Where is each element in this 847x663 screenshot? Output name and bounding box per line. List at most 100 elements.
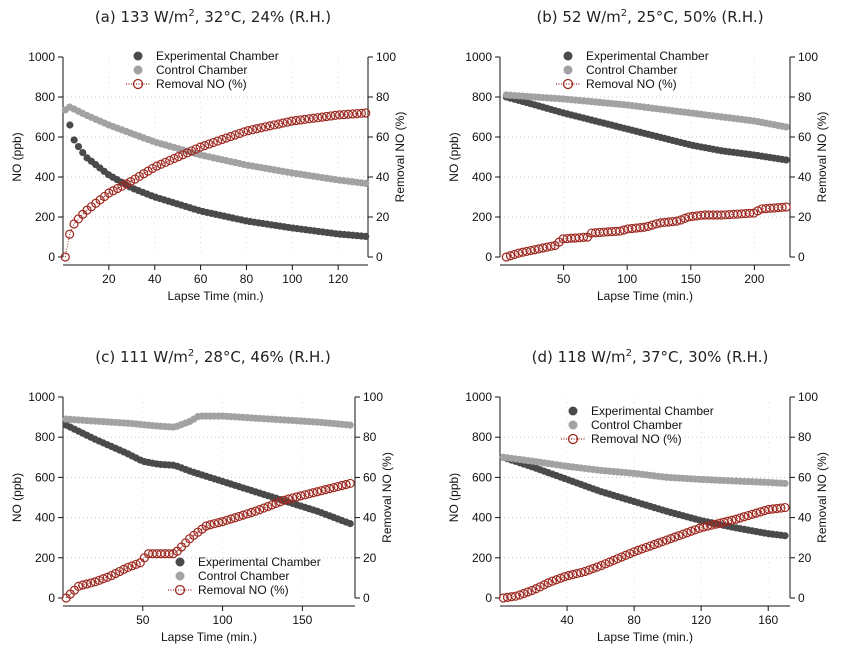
data-point — [230, 130, 240, 140]
data-point — [246, 507, 257, 518]
data-point — [222, 515, 232, 525]
data-point — [735, 513, 745, 523]
y2-tick-label: 0 — [798, 250, 805, 264]
data-point — [208, 137, 218, 148]
data-point — [352, 109, 362, 119]
data-point — [782, 123, 790, 131]
data-point — [649, 539, 659, 550]
data-point — [165, 155, 175, 166]
y2-tick-label: 0 — [376, 250, 383, 264]
y-tick-label: 200 — [35, 210, 55, 224]
data-point — [604, 557, 615, 567]
data-point — [706, 520, 717, 530]
x-tick-label: 20 — [102, 272, 116, 286]
legend-label: Experimental Chamber — [156, 49, 279, 63]
data-point — [304, 114, 314, 124]
data-point — [213, 136, 223, 146]
data-point — [356, 108, 366, 118]
y2-tick-label: 20 — [376, 210, 390, 224]
data-point — [743, 510, 753, 521]
data-point — [637, 544, 647, 554]
data-point — [633, 545, 643, 555]
data-point — [643, 221, 653, 231]
y-axis-label: NO (ppb) — [447, 132, 461, 181]
data-point — [283, 494, 294, 504]
data-point — [320, 485, 331, 495]
y2-tick-label: 100 — [798, 390, 818, 404]
data-point — [647, 220, 657, 230]
data-point — [568, 569, 578, 580]
y2-tick-label: 100 — [363, 390, 383, 404]
data-point — [686, 526, 696, 536]
y-tick-label: 200 — [472, 551, 492, 565]
y-tick-label: 200 — [35, 551, 55, 565]
data-point — [509, 249, 520, 260]
legend-marker — [568, 420, 578, 430]
chart-title-rest: , 37°C, 30% (R.H.) — [632, 348, 768, 366]
chart-title: (c) 111 W/m2, 28°C, 46% (R.H.) — [95, 348, 330, 366]
data-point — [104, 188, 114, 198]
data-point — [238, 510, 248, 520]
series-experimental-chamber — [502, 93, 790, 164]
data-point — [698, 522, 708, 532]
x-tick-label: 50 — [557, 272, 571, 286]
removal-line — [65, 482, 351, 599]
data-point — [578, 232, 589, 243]
x-tick-label: 80 — [240, 272, 254, 286]
series-control-chamber — [62, 412, 354, 431]
data-point — [60, 252, 70, 262]
y-tick-label: 1000 — [28, 390, 55, 404]
data-point — [308, 488, 318, 498]
data-point — [515, 590, 525, 600]
data-point — [362, 179, 370, 187]
data-point — [702, 521, 713, 531]
y2-axis-label: Removal NO (%) — [380, 452, 394, 543]
data-point — [662, 535, 672, 545]
data-point — [523, 587, 533, 597]
data-point — [337, 480, 347, 491]
data-point — [239, 127, 249, 137]
y2-axis-label: Removal NO (%) — [393, 112, 407, 203]
data-point — [782, 156, 790, 164]
y2-tick-label: 40 — [798, 511, 812, 525]
data-point — [90, 577, 100, 587]
series-experimental-chamber — [499, 453, 789, 540]
data-point — [271, 498, 281, 508]
x-axis-label: Lapse Time (min.) — [597, 630, 693, 644]
data-point — [78, 580, 88, 590]
chart-panel-c: (c) 111 W/m2, 28°C, 46% (R.H.)0200400600… — [10, 348, 394, 644]
y2-tick-label: 80 — [363, 430, 377, 444]
removal-line — [506, 206, 787, 258]
data-point — [86, 578, 96, 588]
data-point — [217, 134, 227, 145]
y2-tick-label: 60 — [376, 130, 390, 144]
data-point — [82, 579, 92, 589]
data-point — [747, 509, 757, 519]
chart-title: (b) 52 W/m2, 25°C, 50% (R.H.) — [536, 8, 763, 26]
y-tick-label: 1000 — [28, 50, 55, 64]
data-point — [226, 514, 236, 524]
data-point — [69, 219, 79, 229]
data-point — [588, 563, 598, 574]
x-tick-label: 160 — [758, 613, 778, 627]
chart-title-superscript: 2 — [626, 348, 632, 359]
data-point — [117, 181, 127, 191]
data-point — [255, 505, 265, 515]
data-point — [282, 117, 292, 127]
legend-marker — [133, 65, 143, 75]
y-tick-label: 200 — [472, 210, 492, 224]
x-tick-label: 120 — [328, 272, 348, 286]
chart-title-main: (c) 111 W/m — [95, 348, 188, 366]
data-point — [334, 110, 345, 120]
data-point — [781, 479, 789, 488]
chart-title-rest: , 25°C, 50% (R.H.) — [627, 8, 763, 26]
data-point — [330, 110, 340, 120]
data-point — [715, 518, 725, 528]
data-point — [291, 115, 301, 126]
data-point — [131, 559, 141, 569]
data-point — [300, 490, 310, 500]
y-tick-label: 400 — [472, 511, 492, 525]
data-point — [121, 179, 131, 189]
